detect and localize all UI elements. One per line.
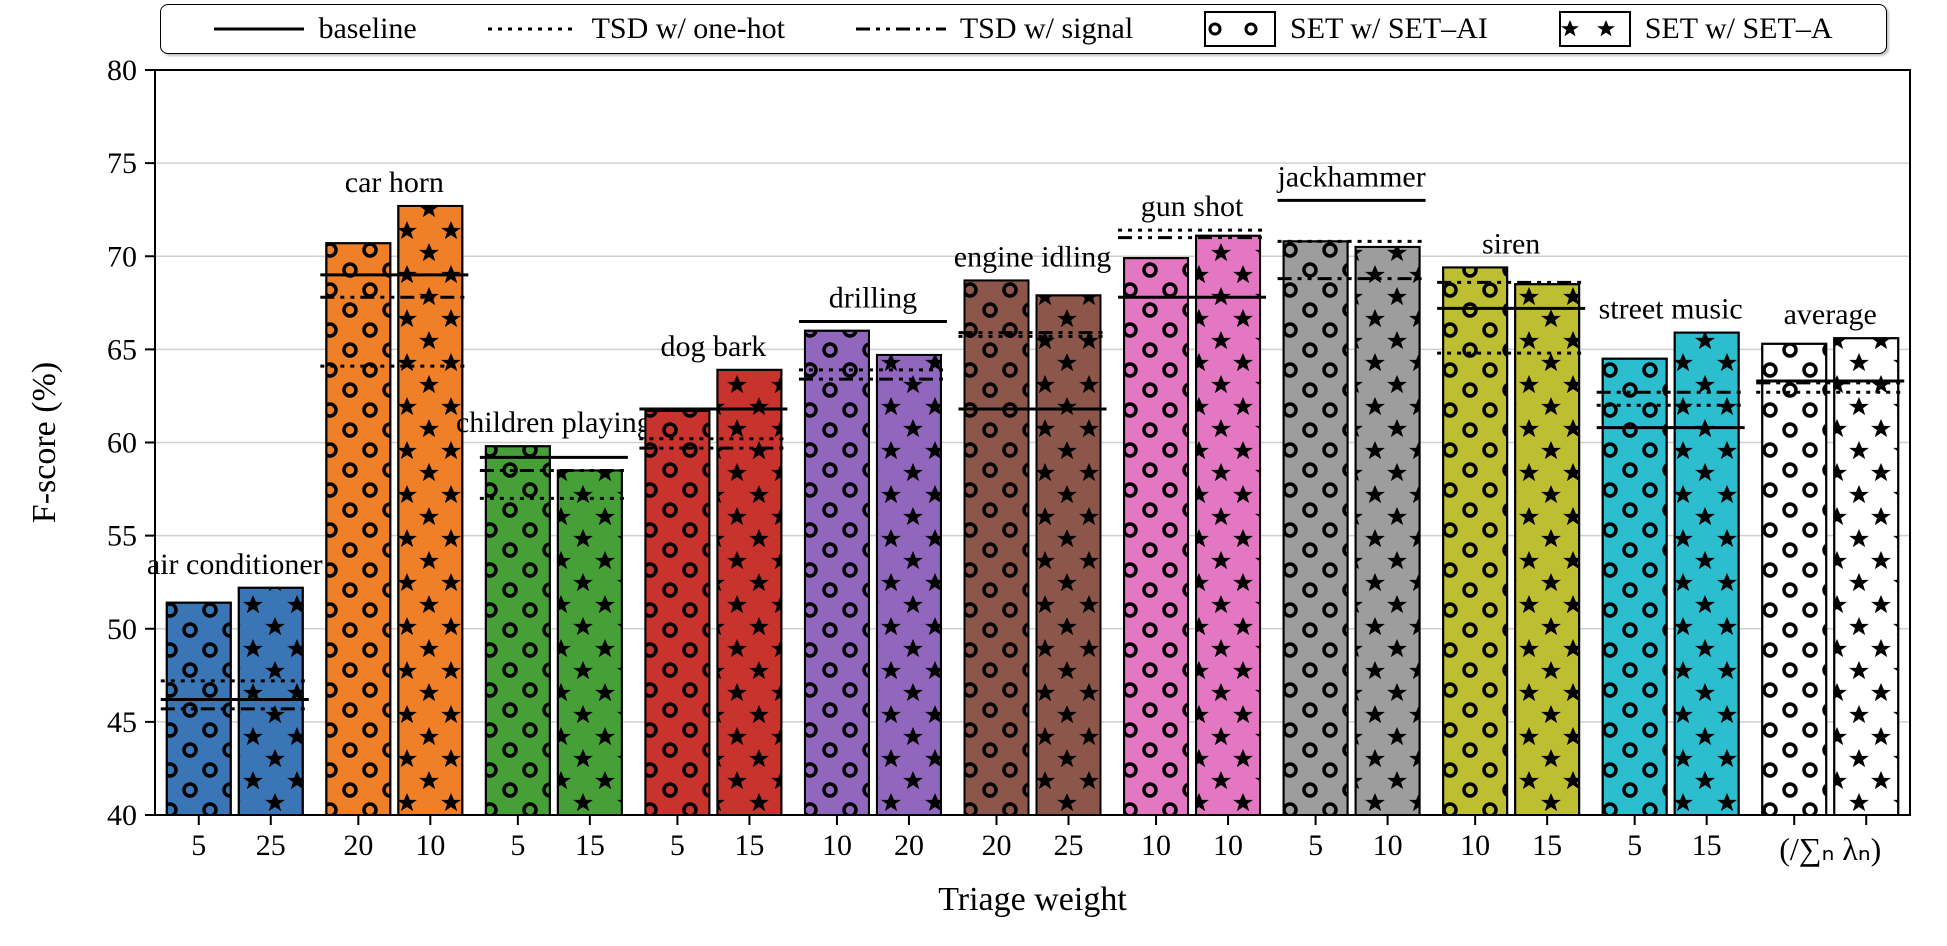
x-tick-label: 5 (510, 829, 525, 862)
legend-baseline: baseline (214, 12, 416, 46)
x-tick-label: 5 (1308, 829, 1323, 862)
legend-set-ai: SET w/ SET–AI (1204, 11, 1488, 47)
x-tick-label: 10 (415, 829, 445, 862)
x-tick-label: 10 (822, 829, 852, 862)
legend-tsd-signal-swatch (856, 24, 946, 34)
bar-pattern-stars (1515, 284, 1579, 815)
bar-pattern-circles (1762, 344, 1826, 815)
svg-text:70: 70 (107, 240, 137, 273)
bar-pattern-stars (1037, 295, 1101, 815)
group-label: gun shot (1141, 190, 1244, 223)
group-label: engine idling (954, 240, 1111, 273)
group-label: siren (1482, 227, 1540, 260)
group-label: children playing (456, 406, 652, 439)
bar-pattern-stars (558, 470, 622, 815)
legend-set-a-label: SET w/ SET–A (1645, 12, 1833, 46)
x-tick-label: 20 (982, 829, 1012, 862)
group-label: car horn (345, 166, 444, 199)
group-label: air conditioner (147, 548, 323, 581)
x-tick-label: 15 (734, 829, 764, 862)
x-tick-label: 20 (894, 829, 924, 862)
svg-text:40: 40 (107, 799, 137, 832)
bar-pattern-stars (877, 355, 941, 815)
bar-pattern-stars (1834, 338, 1898, 815)
x-tick-label: 5 (1627, 829, 1642, 862)
svg-text:F-score (%): F-score (%) (26, 362, 63, 523)
x-tick-label: 15 (575, 829, 605, 862)
group-label: drilling (829, 281, 917, 314)
bar-pattern-circles (1443, 267, 1507, 815)
svg-text:50: 50 (107, 613, 137, 646)
x-tick-label: 5 (670, 829, 685, 862)
x-tick-label: 10 (1213, 829, 1243, 862)
x-tick-label: 10 (1460, 829, 1490, 862)
x-tick-formula: (/∑ₙ λₙ) (1779, 831, 1881, 867)
svg-text:45: 45 (107, 706, 137, 739)
bar-pattern-circles (965, 280, 1029, 815)
x-tick-label: 5 (191, 829, 206, 862)
x-tick-label: 15 (1692, 829, 1722, 862)
bar-pattern-circles (645, 411, 709, 815)
legend-set-ai-label: SET w/ SET–AI (1290, 12, 1488, 46)
svg-text:80: 80 (107, 54, 137, 87)
x-tick-label: 15 (1532, 829, 1562, 862)
svg-text:65: 65 (107, 333, 137, 366)
legend-set-a: SET w/ SET–A (1559, 11, 1833, 47)
group-label: street music (1599, 293, 1743, 326)
group-label: jackhammer (1276, 160, 1425, 193)
bar-pattern-circles (805, 331, 869, 815)
x-tick-label: 25 (1054, 829, 1084, 862)
legend-baseline-label: baseline (318, 12, 416, 46)
x-tick-label: 10 (1373, 829, 1403, 862)
svg-text:Triage weight: Triage weight (938, 881, 1127, 918)
legend-baseline-swatch (214, 24, 304, 34)
bar-pattern-stars (717, 370, 781, 815)
bar-pattern-stars (1356, 247, 1420, 815)
bar-pattern-circles (1284, 241, 1348, 815)
bar-pattern-stars (239, 588, 303, 815)
group-label: average (1784, 298, 1877, 331)
bar-pattern-stars (1196, 236, 1260, 815)
svg-text:75: 75 (107, 147, 137, 180)
svg-text:60: 60 (107, 427, 137, 460)
x-tick-label: 20 (343, 829, 373, 862)
legend: baseline TSD w/ one-hot TSD w/ signal SE… (160, 4, 1887, 54)
legend-tsd-signal: TSD w/ signal (856, 12, 1133, 46)
x-tick-label: 10 (1141, 829, 1171, 862)
x-tick-label: 25 (256, 829, 286, 862)
svg-text:55: 55 (107, 520, 137, 553)
chart-canvas: 404550556065707580F-score (%)Triage weig… (0, 0, 1947, 946)
legend-set-ai-swatch (1204, 11, 1276, 47)
bar-pattern-circles (1124, 258, 1188, 815)
legend-tsd-onehot-label: TSD w/ one-hot (592, 12, 785, 46)
legend-tsd-onehot: TSD w/ one-hot (488, 12, 785, 46)
bar-pattern-circles (326, 243, 390, 815)
legend-tsd-signal-label: TSD w/ signal (960, 12, 1133, 46)
legend-set-a-swatch (1559, 11, 1631, 47)
legend-tsd-onehot-swatch (488, 24, 578, 34)
group-label: dog bark (661, 330, 767, 363)
bar-pattern-circles (486, 446, 550, 815)
